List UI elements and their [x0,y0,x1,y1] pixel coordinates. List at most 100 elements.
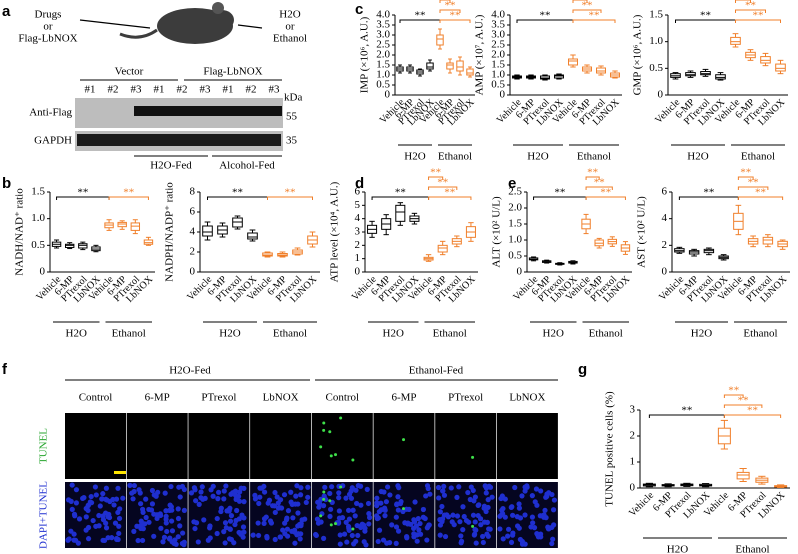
nucleus [65,497,72,503]
blot-group-label: H2O-Fed [150,160,192,172]
nucleus [109,535,115,541]
nucleus [188,490,195,496]
y-tick-label: 0 [40,266,46,278]
nucleus [426,522,432,528]
nucleus [423,493,429,499]
tunel-image [188,413,250,479]
nucleus [441,483,447,490]
nucleus [272,536,278,543]
nucleus [255,532,262,539]
nucleus [131,488,137,495]
nucleus [127,482,133,488]
nucleus [154,515,160,522]
nucleus [305,494,311,500]
nucleus [261,489,268,495]
significance-label: ** [415,10,426,22]
group-label: Ethanol [112,328,146,340]
nucleus [427,491,433,497]
y-axis-label: AMP (×10⁷, A.U.) [474,14,486,95]
nucleus [382,506,388,512]
nucleus [499,493,505,499]
y-tick-label: 3.5 [376,19,390,31]
tunel-image [373,413,435,479]
group-label: H2O [404,151,425,163]
nucleus [143,514,149,521]
nucleus [336,490,342,496]
significance-bracket [735,19,781,23]
nucleus [264,535,270,541]
nucleus [395,528,402,534]
nucleus [473,527,479,533]
tunel-spot [322,497,326,501]
tunel-spot [322,428,326,432]
nucleus [358,502,364,508]
significance-bracket [585,186,613,190]
nucleus [374,513,380,519]
box [202,225,213,237]
nucleus [71,511,78,517]
nucleus [514,523,521,529]
significance-label: ** [740,167,751,179]
nucleus [529,493,535,499]
nucleus [192,525,198,532]
box [730,36,741,45]
nucleus [149,501,156,507]
group-label: H2O [667,544,688,554]
nucleus [502,514,508,520]
nucleus [175,534,181,540]
nucleus [449,519,455,525]
lane-group-label: Vector [115,66,144,78]
nucleus [366,521,372,527]
tunel-spot [402,507,406,511]
lane-label: #3 [131,84,143,96]
nucleus [256,500,262,507]
nucleus [261,520,267,526]
lane-label: #2 [246,84,257,96]
panel-letter: a [2,3,11,20]
lane-label: #2 [108,84,119,96]
nucleus [299,517,305,523]
nucleus [90,517,96,524]
schematic-label: or [43,21,53,33]
significance-label: ** [395,187,406,199]
group-label: H2O [691,328,712,340]
nucleus [288,489,294,495]
nucleus [316,504,322,510]
box [466,68,474,76]
nucleus [353,487,359,493]
y-tick-label: 6 [662,186,668,198]
image-column-label: Control [79,392,113,404]
nucleus [476,502,482,508]
nucleus [475,512,481,519]
y-tick-label: 0 [658,89,664,101]
box [685,72,696,77]
nucleus [221,488,227,494]
nucleus [366,510,372,517]
significance-bracket [439,0,451,3]
nucleus [66,536,72,542]
nucleus [534,502,540,508]
nucleus [454,513,461,519]
box [437,244,448,253]
group-label: H2O [383,328,404,340]
nucleus [396,485,402,491]
box [760,56,771,64]
nucleus [92,484,99,490]
y-tick-label: 0 [517,266,523,278]
nucleus [116,530,122,537]
nucleus [404,534,410,540]
nucleus [255,520,261,526]
nucleus [155,489,161,495]
nucleus [483,508,489,515]
y-tick-label: 4.0 [376,9,390,21]
tunel-spot [334,522,338,526]
nucleus [198,489,204,495]
box [395,204,406,222]
group-label: Ethanol [735,544,769,554]
y-axis-label: GMP (×10⁶, A.U.) [632,14,644,95]
y-tick-label: 1.5 [491,59,505,71]
nucleus [115,485,121,491]
group-label: Ethanol [743,328,777,340]
nucleus [437,509,443,515]
y-axis-label: AST (×10² U/L) [636,196,648,268]
